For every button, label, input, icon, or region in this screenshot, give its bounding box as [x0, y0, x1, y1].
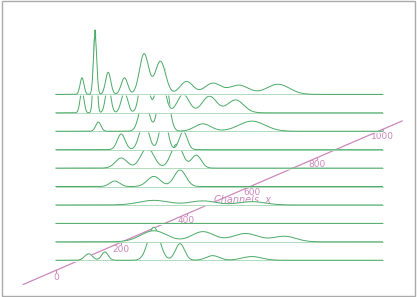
Text: 400: 400: [178, 217, 195, 225]
Text: 1000: 1000: [371, 132, 394, 141]
Text: 200: 200: [113, 244, 130, 254]
Text: 600: 600: [243, 188, 261, 197]
Text: 0: 0: [53, 273, 59, 282]
Text: 800: 800: [309, 160, 326, 169]
Text: Channels  x: Channels x: [214, 195, 271, 205]
